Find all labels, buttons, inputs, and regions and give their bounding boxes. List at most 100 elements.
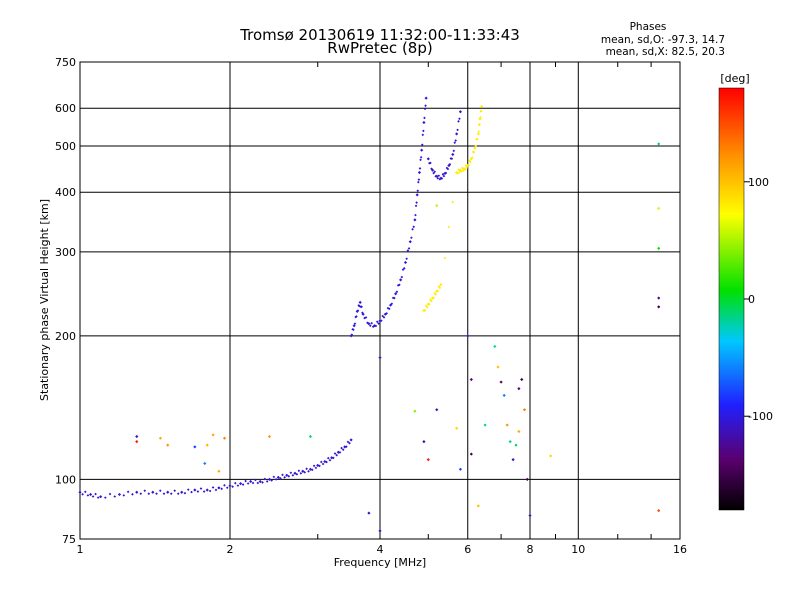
data-point <box>117 492 122 497</box>
data-point <box>308 434 313 439</box>
data-point <box>483 423 487 427</box>
y-tick-label: 75 <box>62 533 76 546</box>
data-point <box>426 458 430 462</box>
data-point <box>422 440 426 444</box>
data-point <box>385 312 388 315</box>
data-point <box>301 469 305 473</box>
data-point <box>336 450 340 454</box>
colorbar-tick-label: 100 <box>748 176 769 189</box>
data-point <box>193 445 197 449</box>
data-point <box>113 495 117 498</box>
data-point <box>241 483 245 486</box>
data-point <box>166 490 170 494</box>
data-point <box>254 478 257 482</box>
data-point <box>354 315 357 319</box>
data-point <box>417 170 422 175</box>
data-point <box>413 409 417 413</box>
data-point <box>426 157 430 161</box>
x-tick-label: 4 <box>377 543 384 556</box>
data-point <box>338 451 342 454</box>
data-point <box>448 162 452 166</box>
data-point <box>436 176 440 180</box>
data-point <box>332 456 335 460</box>
data-point <box>517 429 521 434</box>
data-point <box>370 321 374 325</box>
data-point <box>367 322 371 326</box>
data-point <box>479 115 482 119</box>
data-point <box>469 157 473 161</box>
data-point <box>400 275 404 279</box>
data-point <box>366 321 369 325</box>
data-point <box>433 170 436 174</box>
data-point <box>453 141 457 144</box>
data-point <box>86 494 90 497</box>
data-point <box>267 434 272 439</box>
data-point <box>428 302 431 306</box>
data-point <box>358 300 362 305</box>
data-point <box>455 426 459 430</box>
data-point <box>355 309 359 314</box>
data-point <box>190 490 193 494</box>
data-point <box>438 177 442 181</box>
data-point <box>493 344 497 349</box>
data-point <box>249 479 253 484</box>
data-point <box>417 178 421 181</box>
data-point <box>502 393 506 398</box>
data-point <box>458 168 463 172</box>
data-point <box>657 509 661 513</box>
x-axis-ticks: 1 2 4 6 8 10 16 <box>77 62 687 556</box>
data-point <box>457 168 460 172</box>
data-point <box>420 148 424 152</box>
data-point <box>434 293 438 296</box>
data-point <box>407 247 411 250</box>
data-point <box>323 459 327 464</box>
data-point <box>139 492 143 496</box>
data-point <box>244 479 247 483</box>
data-point <box>223 483 226 487</box>
data-point <box>447 225 451 229</box>
data-point <box>466 334 470 338</box>
data-point <box>455 132 459 136</box>
data-point <box>420 143 424 147</box>
data-point <box>158 436 163 440</box>
data-point <box>270 479 273 482</box>
data-point <box>319 460 323 464</box>
colorbar-tick-label: 0 <box>748 293 755 306</box>
data-point <box>508 440 512 444</box>
data-point <box>308 467 313 471</box>
data-point <box>303 470 307 474</box>
data-point <box>467 164 470 167</box>
data-point <box>340 446 343 450</box>
data-point <box>135 434 139 439</box>
data-point <box>81 492 84 496</box>
data-point <box>480 104 484 109</box>
data-point <box>99 495 103 499</box>
y-tick-label: 500 <box>55 140 76 153</box>
stats-line-o: mean, sd,O: -97.3, 14.7 <box>601 34 725 46</box>
data-point <box>199 487 203 490</box>
data-point <box>456 172 459 175</box>
data-point <box>211 433 215 437</box>
data-point <box>378 356 382 360</box>
data-point <box>267 477 272 482</box>
data-point <box>258 479 262 484</box>
data-point <box>549 454 553 458</box>
data-point <box>478 122 481 126</box>
x-tick-label: 1 <box>77 543 84 556</box>
data-point <box>293 471 297 475</box>
data-point <box>438 286 442 290</box>
data-point <box>458 170 461 174</box>
data-point <box>398 283 401 287</box>
data-point <box>356 309 360 312</box>
data-point <box>307 469 310 473</box>
stats-line-x: mean, sd,X: 82.5, 20.3 <box>606 46 725 58</box>
data-point <box>220 487 223 491</box>
x-tick-label: 10 <box>571 543 585 556</box>
data-point <box>360 305 363 309</box>
data-point <box>377 322 380 325</box>
data-point <box>343 445 347 449</box>
data-point <box>432 171 435 175</box>
data-point <box>361 311 364 315</box>
data-point <box>505 423 509 427</box>
